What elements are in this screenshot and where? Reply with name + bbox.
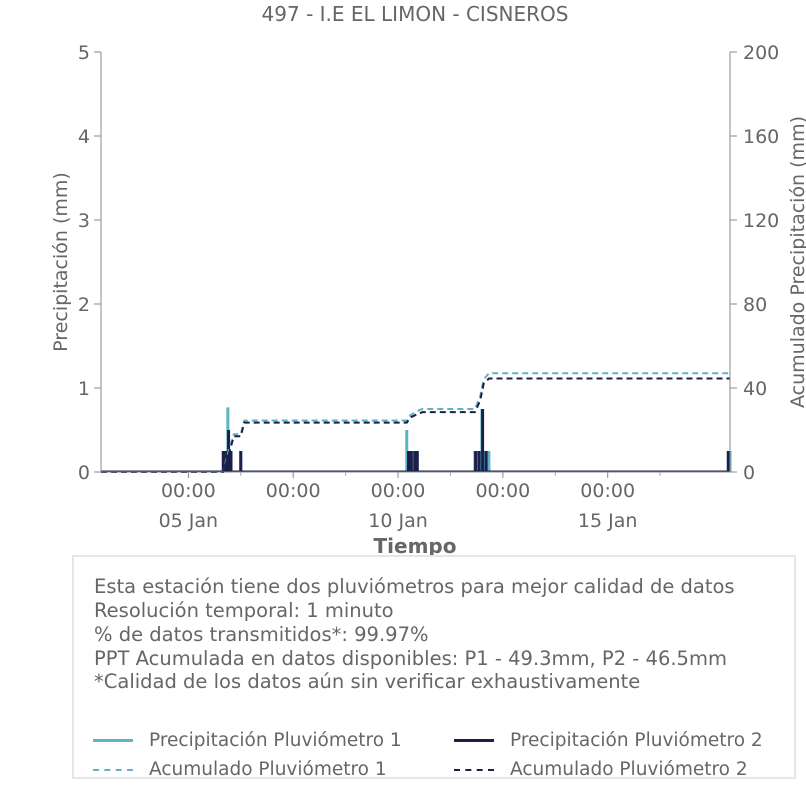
legend-label: Acumulado Pluviómetro 2: [510, 759, 748, 780]
y-tick-label: 4: [78, 126, 90, 148]
info-accumulated-ppt: PPT Acumulada en datos disponibles: P1 -…: [94, 647, 727, 670]
x-tick-time-label: 00:00: [161, 480, 216, 502]
y-tick-label: 2: [78, 294, 90, 316]
x-tick-time-label: 00:00: [580, 480, 635, 502]
y-tick-label: 3: [78, 210, 90, 232]
y-tick-label: 5: [78, 42, 90, 64]
info-box: Esta estación tiene dos pluviómetros par…: [72, 555, 796, 780]
precipitation-chart: 497 - I.E EL LIMON - CISNEROS 0 1 2 3 4 5 0 40 8…: [50, 2, 806, 558]
legend-label: Precipitación Pluviómetro 2: [510, 730, 763, 751]
x-tick-time-label: 00:00: [266, 480, 321, 502]
y2-tick-label: 200: [743, 42, 779, 64]
plot-area: [101, 372, 732, 473]
y-tick-label: 1: [78, 378, 90, 400]
legend-label: Acumulado Pluviómetro 1: [149, 759, 387, 780]
legend-item-precip-p2: Precipitación Pluviómetro 2: [454, 730, 763, 751]
chart-title: 497 - I.E EL LIMON - CISNEROS: [262, 2, 569, 26]
legend-label: Precipitación Pluviómetro 1: [149, 730, 402, 751]
legend-item-acum-p2: Acumulado Pluviómetro 2: [454, 759, 748, 780]
axes: 0 1 2 3 4 5 0 40 80 120 160 200 00:00 05 Jan 00:00 00:0…: [78, 42, 779, 532]
legend-swatch-solid-teal: [93, 739, 133, 742]
info-resolution: Resolución temporal: 1 minuto: [94, 599, 394, 622]
x-tick-date-label: 15 Jan: [578, 510, 638, 532]
y2-tick-label: 40: [743, 378, 767, 400]
y2-tick-label: 0: [743, 462, 755, 484]
info-note-stations: Esta estación tiene dos pluviómetros par…: [94, 575, 735, 598]
legend-swatch-dashed-navy: [454, 768, 494, 771]
x-axis-label: Tiempo: [374, 534, 457, 558]
legend-swatch-dashed-teal: [93, 768, 133, 771]
y2-axis-label: Acumulado Precipitación (mm): [787, 116, 806, 408]
y2-tick-label: 120: [743, 210, 779, 232]
info-quality-note: *Calidad de los datos aún sin verificar …: [94, 670, 641, 693]
x-tick-date-label: 10 Jan: [368, 510, 428, 532]
series-2: [101, 409, 730, 473]
info-data-transmitted: % de datos transmitidos*: 99.97%: [94, 623, 429, 646]
y2-tick-label: 160: [743, 126, 779, 148]
y-axis-label: Precipitación (mm): [50, 172, 72, 352]
y2-tick-label: 80: [743, 294, 767, 316]
legend-swatch-solid-navy: [454, 739, 494, 742]
legend-item-precip-p1: Precipitación Pluviómetro 1: [93, 730, 402, 751]
x-tick-time-label: 00:00: [475, 480, 530, 502]
x-tick-time-label: 00:00: [371, 480, 426, 502]
y-tick-label: 0: [78, 462, 90, 484]
legend-item-acum-p1: Acumulado Pluviómetro 1: [93, 759, 387, 780]
x-tick-date-label: 05 Jan: [159, 510, 219, 532]
